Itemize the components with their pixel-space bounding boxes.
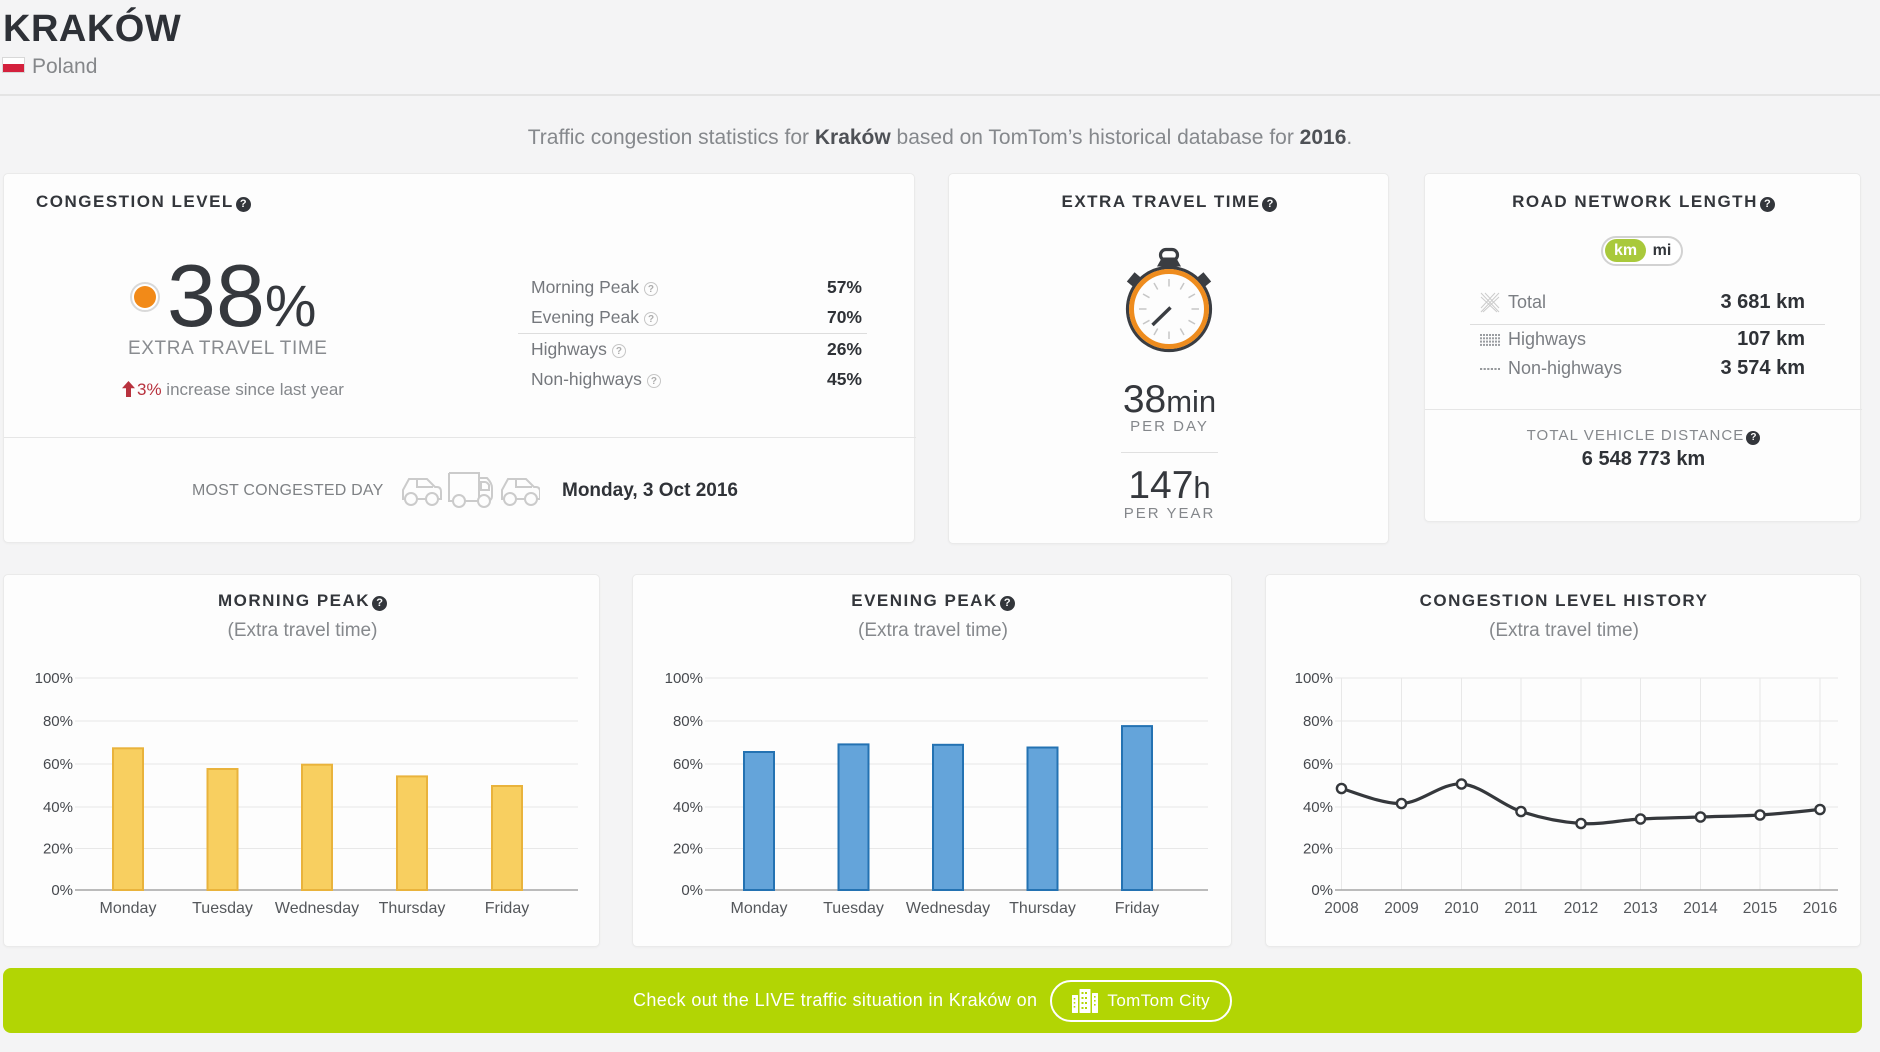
svg-text:Monday: Monday	[100, 900, 157, 917]
svg-text:80%: 80%	[1303, 713, 1333, 730]
svg-text:2013: 2013	[1623, 900, 1657, 917]
svg-text:60%: 60%	[673, 756, 703, 773]
svg-text:2009: 2009	[1384, 900, 1418, 917]
svg-text:20%: 20%	[43, 841, 73, 858]
svg-text:20%: 20%	[673, 841, 703, 858]
svg-text:Wednesday: Wednesday	[275, 900, 359, 917]
svg-text:60%: 60%	[43, 756, 73, 773]
svg-text:40%: 40%	[1303, 799, 1333, 816]
svg-text:100%: 100%	[35, 670, 73, 687]
svg-text:Friday: Friday	[485, 900, 529, 917]
svg-text:0%: 0%	[1311, 882, 1333, 899]
svg-text:40%: 40%	[673, 799, 703, 816]
svg-text:2010: 2010	[1444, 900, 1479, 917]
svg-text:100%: 100%	[1295, 670, 1333, 687]
svg-text:Friday: Friday	[1115, 900, 1159, 917]
svg-text:Wednesday: Wednesday	[906, 900, 990, 917]
svg-text:2016: 2016	[1803, 900, 1837, 917]
svg-text:Tuesday: Tuesday	[192, 900, 253, 917]
svg-text:40%: 40%	[43, 799, 73, 816]
svg-text:2014: 2014	[1683, 900, 1718, 917]
svg-text:2012: 2012	[1564, 900, 1598, 917]
svg-text:2011: 2011	[1504, 900, 1537, 917]
svg-text:60%: 60%	[1303, 756, 1333, 773]
svg-text:Thursday: Thursday	[1009, 900, 1076, 917]
svg-text:20%: 20%	[1303, 841, 1333, 858]
svg-text:Thursday: Thursday	[379, 900, 446, 917]
svg-text:Monday: Monday	[731, 900, 788, 917]
svg-text:2008: 2008	[1324, 900, 1358, 917]
svg-text:100%: 100%	[665, 670, 703, 687]
svg-text:0%: 0%	[681, 882, 703, 899]
svg-text:0%: 0%	[51, 882, 73, 899]
svg-text:Tuesday: Tuesday	[823, 900, 884, 917]
svg-text:2015: 2015	[1743, 900, 1777, 917]
svg-text:80%: 80%	[673, 713, 703, 730]
svg-text:80%: 80%	[43, 713, 73, 730]
